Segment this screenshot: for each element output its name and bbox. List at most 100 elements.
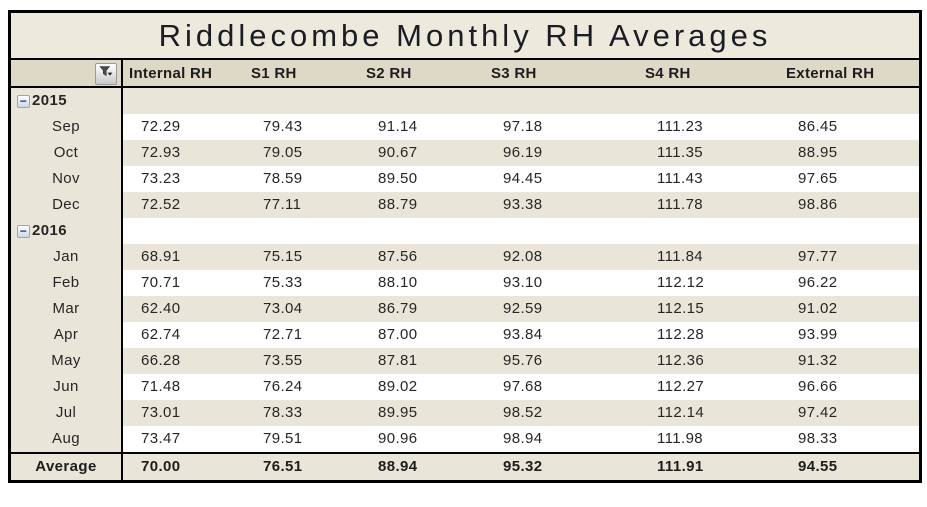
data-cell: [780, 218, 919, 244]
month-label: Aug: [11, 426, 123, 452]
month-label: Jun: [11, 374, 123, 400]
data-cell: 70.71: [123, 270, 245, 296]
data-cell: 98.33: [780, 426, 919, 452]
data-cell: 73.23: [123, 166, 245, 192]
data-cell: 76.24: [245, 374, 360, 400]
column-header-s1-rh: S1 RH: [251, 65, 297, 82]
data-cell: 87.00: [360, 322, 485, 348]
data-cell: 72.52: [123, 192, 245, 218]
data-cell: 112.36: [639, 348, 780, 374]
data-cell: 72.93: [123, 140, 245, 166]
average-cell: 76.51: [245, 454, 360, 480]
year-row-label-cell: −2016: [11, 218, 123, 244]
average-cell: 111.91: [639, 454, 780, 480]
month-label: Oct: [11, 140, 123, 166]
header-row: Internal RH S1 RH S2 RH S3 RH S4 RH Exte…: [11, 60, 919, 88]
data-cell: 92.08: [485, 244, 639, 270]
data-cell: 96.22: [780, 270, 919, 296]
data-cell: 86.45: [780, 114, 919, 140]
data-cell: [485, 218, 639, 244]
month-label: Mar: [11, 296, 123, 322]
month-label: Sep: [11, 114, 123, 140]
data-cell: 62.74: [123, 322, 245, 348]
data-cell: 112.12: [639, 270, 780, 296]
month-label: Dec: [11, 192, 123, 218]
month-row: Sep 72.29 79.43 91.14 97.18 111.23 86.45: [11, 114, 919, 140]
data-cell: 73.01: [123, 400, 245, 426]
data-cell: 111.78: [639, 192, 780, 218]
data-cell: 86.79: [360, 296, 485, 322]
year-row: −2015: [11, 88, 919, 114]
data-cell: 72.71: [245, 322, 360, 348]
data-cell: 112.15: [639, 296, 780, 322]
data-cell: 87.81: [360, 348, 485, 374]
data-cell: 78.33: [245, 400, 360, 426]
data-cell: 79.51: [245, 426, 360, 452]
month-row: Jun 71.48 76.24 89.02 97.68 112.27 96.66: [11, 374, 919, 400]
data-cell: [639, 218, 780, 244]
year-label: 2016: [32, 222, 67, 239]
month-row: Jul 73.01 78.33 89.95 98.52 112.14 97.42: [11, 400, 919, 426]
data-cell: 90.96: [360, 426, 485, 452]
data-cell: 97.42: [780, 400, 919, 426]
data-cell: [123, 88, 245, 114]
month-label: Nov: [11, 166, 123, 192]
month-label: Jul: [11, 400, 123, 426]
collapse-2015-button[interactable]: −: [17, 94, 30, 108]
data-cell: 89.95: [360, 400, 485, 426]
data-cell: 97.77: [780, 244, 919, 270]
data-cell: 68.91: [123, 244, 245, 270]
data-cell: 98.94: [485, 426, 639, 452]
data-cell: 98.86: [780, 192, 919, 218]
page-title: Riddlecombe Monthly RH Averages: [158, 17, 772, 53]
average-cell: 70.00: [123, 454, 245, 480]
data-cell: 93.84: [485, 322, 639, 348]
filter-button[interactable]: [95, 63, 117, 85]
data-cell: 75.33: [245, 270, 360, 296]
month-row: Oct 72.93 79.05 90.67 96.19 111.35 88.95: [11, 140, 919, 166]
data-cell: 111.35: [639, 140, 780, 166]
data-cell: 97.18: [485, 114, 639, 140]
collapse-2016-button[interactable]: −: [17, 224, 30, 238]
data-cell: 111.98: [639, 426, 780, 452]
data-cell: 87.56: [360, 244, 485, 270]
month-row: May 66.28 73.55 87.81 95.76 112.36 91.32: [11, 348, 919, 374]
data-cell: 111.43: [639, 166, 780, 192]
data-cell: [780, 88, 919, 114]
data-cell: 75.15: [245, 244, 360, 270]
data-cell: 71.48: [123, 374, 245, 400]
month-row: Aug 73.47 79.51 90.96 98.94 111.98 98.33: [11, 426, 919, 452]
data-cell: 73.47: [123, 426, 245, 452]
data-cell: 89.02: [360, 374, 485, 400]
data-cell: 79.43: [245, 114, 360, 140]
data-cell: 92.59: [485, 296, 639, 322]
data-cell: 97.68: [485, 374, 639, 400]
data-cell: 62.40: [123, 296, 245, 322]
month-row: Dec 72.52 77.11 88.79 93.38 111.78 98.86: [11, 192, 919, 218]
data-cell: 97.65: [780, 166, 919, 192]
data-cell: 111.84: [639, 244, 780, 270]
data-cell: [245, 88, 360, 114]
data-cell: 93.10: [485, 270, 639, 296]
column-header-s4-rh: S4 RH: [645, 65, 691, 82]
average-cell: 95.32: [485, 454, 639, 480]
month-row: Apr 62.74 72.71 87.00 93.84 112.28 93.99: [11, 322, 919, 348]
row-labels-header-cell: [11, 60, 123, 86]
column-header-s2-rh: S2 RH: [366, 65, 412, 82]
data-cell: 93.99: [780, 322, 919, 348]
table-body: −2015 Sep 72.29 79.43 91.14 97.18 111.23 86.45 O…: [11, 88, 919, 452]
average-cell: 94.55: [780, 454, 919, 480]
data-cell: 72.29: [123, 114, 245, 140]
year-row: −2016: [11, 218, 919, 244]
month-row: Jan 68.91 75.15 87.56 92.08 111.84 97.77: [11, 244, 919, 270]
data-cell: 112.14: [639, 400, 780, 426]
data-cell: 88.95: [780, 140, 919, 166]
data-cell: [245, 218, 360, 244]
data-cell: [639, 88, 780, 114]
column-header-external-rh: External RH: [786, 65, 875, 82]
data-cell: 91.14: [360, 114, 485, 140]
data-cell: 66.28: [123, 348, 245, 374]
month-row: Mar 62.40 73.04 86.79 92.59 112.15 91.02: [11, 296, 919, 322]
data-cell: 111.23: [639, 114, 780, 140]
funnel-filter-icon: [99, 60, 113, 86]
